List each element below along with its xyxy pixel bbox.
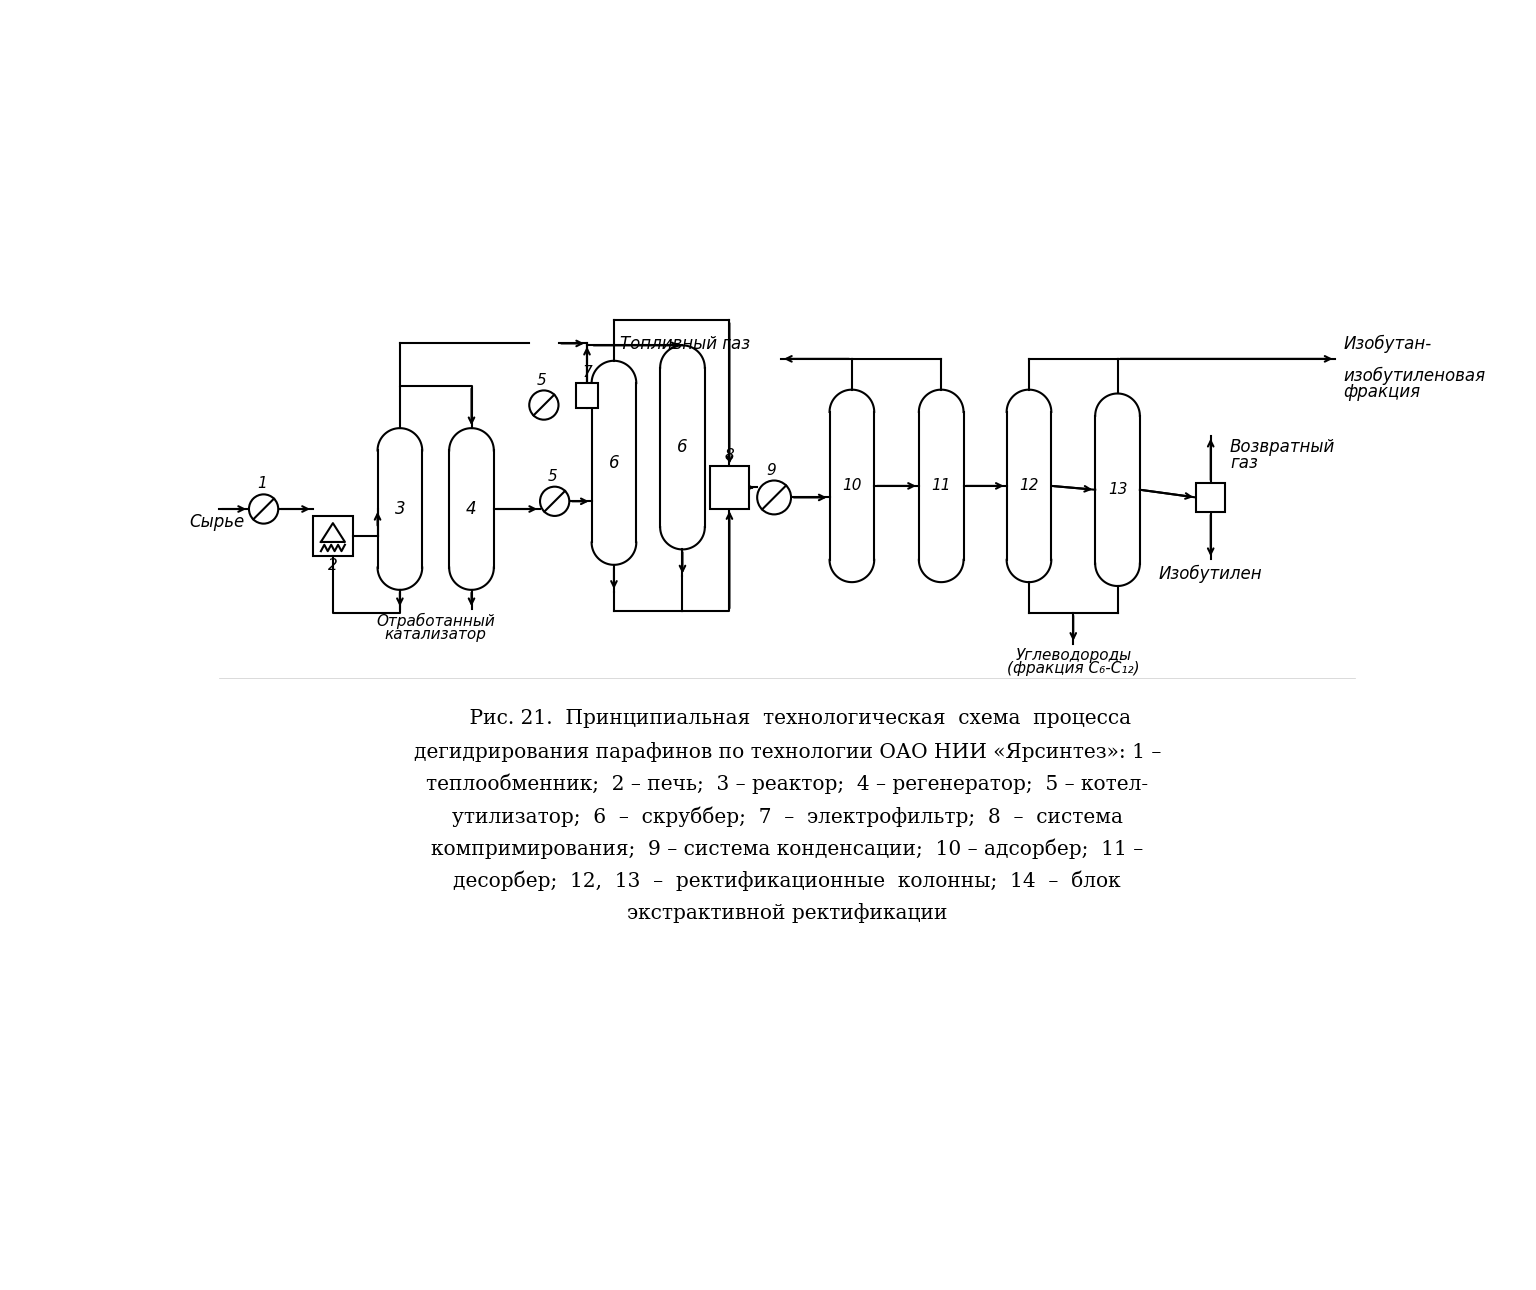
Text: 3: 3 <box>395 501 406 519</box>
Polygon shape <box>660 346 705 550</box>
Text: 5: 5 <box>536 373 547 388</box>
Text: 5: 5 <box>547 470 558 484</box>
Bar <box>576 383 598 408</box>
Polygon shape <box>1006 390 1051 582</box>
Text: 14: 14 <box>1201 490 1220 504</box>
Text: экстрактивной ректификации: экстрактивной ректификации <box>627 903 948 924</box>
Polygon shape <box>449 428 495 590</box>
Text: Сырье: Сырье <box>190 513 246 531</box>
Circle shape <box>757 480 791 515</box>
Text: 12: 12 <box>1020 479 1038 493</box>
Text: 7: 7 <box>582 365 591 381</box>
Polygon shape <box>591 361 636 565</box>
Text: теплообменник;  2 – печь;  3 – реактор;  4 – регенератор;  5 – котел-: теплообменник; 2 – печь; 3 – реактор; 4 … <box>425 774 1149 795</box>
Bar <box>313 516 353 556</box>
Polygon shape <box>1095 393 1140 586</box>
Text: десорбер;  12,  13  –  ректификационные  колонны;  14  –  блок: десорбер; 12, 13 – ректификационные коло… <box>453 871 1121 891</box>
Text: 8: 8 <box>725 448 734 463</box>
Text: Изобутилен: Изобутилен <box>1158 565 1263 583</box>
Text: 2: 2 <box>329 559 338 573</box>
Text: 13: 13 <box>1107 482 1127 497</box>
Text: дегидрирования парафинов по технологии ОАО НИИ «Ярсинтез»: 1 –: дегидрирования парафинов по технологии О… <box>413 742 1161 761</box>
Text: Топливный газ: Топливный газ <box>621 334 750 352</box>
Text: Отработанный: Отработанный <box>376 613 495 630</box>
Text: Углеводороды: Углеводороды <box>1015 648 1132 663</box>
Text: изобутиленовая: изобутиленовая <box>1342 366 1485 384</box>
Text: Изобутан-: Изобутан- <box>1342 334 1432 352</box>
Polygon shape <box>919 390 963 582</box>
Text: Рис. 21.  Принципиальная  технологическая  схема  процесса: Рис. 21. Принципиальная технологическая … <box>444 710 1130 728</box>
Bar <box>1197 482 1226 512</box>
Polygon shape <box>378 428 422 590</box>
Text: 6: 6 <box>677 439 688 457</box>
Text: 10: 10 <box>842 479 862 493</box>
Text: 4: 4 <box>467 501 476 519</box>
Text: утилизатор;  6  –  скруббер;  7  –  электрофильтр;  8  –  система: утилизатор; 6 – скруббер; 7 – электрофил… <box>452 806 1123 827</box>
Circle shape <box>530 391 559 419</box>
Text: фракция: фракция <box>1342 383 1421 401</box>
Polygon shape <box>829 390 874 582</box>
Text: (фракция С₆-С₁₂): (фракция С₆-С₁₂) <box>1008 662 1140 676</box>
Text: 9: 9 <box>766 463 776 479</box>
Text: газ: газ <box>1230 454 1258 472</box>
Text: Возвратный: Возвратный <box>1230 439 1335 457</box>
Circle shape <box>541 486 570 516</box>
Text: катализатор: катализатор <box>384 627 487 642</box>
Bar <box>710 466 748 508</box>
Circle shape <box>249 494 278 524</box>
Text: 6: 6 <box>608 454 619 472</box>
Text: компримирования;  9 – система конденсации;  10 – адсорбер;  11 –: компримирования; 9 – система конденсации… <box>432 838 1143 859</box>
Text: 11: 11 <box>931 479 951 493</box>
Text: 1: 1 <box>257 476 267 491</box>
